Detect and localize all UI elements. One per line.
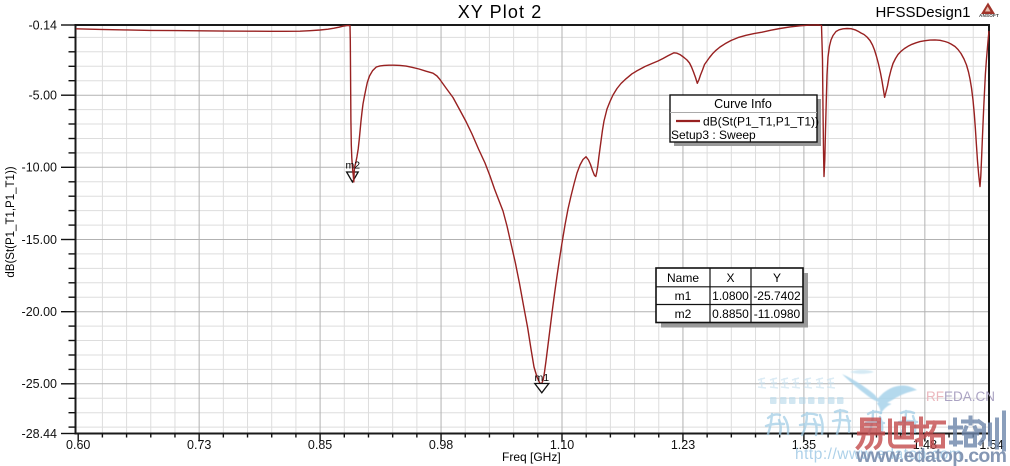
svg-text:0.73: 0.73 (187, 438, 211, 452)
svg-text:m2: m2 (346, 160, 361, 172)
svg-text:dB(St(P1_T1,P1_T1)): dB(St(P1_T1,P1_T1)) (5, 166, 17, 277)
svg-text:XY Plot 2: XY Plot 2 (458, 2, 543, 22)
svg-text:-28.44: -28.44 (22, 427, 57, 441)
svg-text:-11.0980: -11.0980 (754, 307, 801, 321)
svg-text:HFSSDesign1: HFSSDesign1 (875, 4, 970, 21)
svg-text:m1: m1 (535, 372, 550, 384)
svg-text:-5.00: -5.00 (29, 89, 58, 103)
svg-text:-15.00: -15.00 (22, 233, 57, 247)
svg-text:-20.00: -20.00 (22, 305, 57, 319)
svg-text:-0.14: -0.14 (29, 18, 58, 32)
svg-text:m2: m2 (675, 307, 692, 321)
svg-text:1.23: 1.23 (671, 438, 695, 452)
svg-text:1.10: 1.10 (550, 438, 574, 452)
svg-text:0.85: 0.85 (308, 438, 332, 452)
svg-text:dB(St(P1_T1,P1_T1)): dB(St(P1_T1,P1_T1)) (703, 115, 819, 129)
svg-text:RFEDA.CN: RFEDA.CN (926, 389, 995, 404)
svg-text:Y: Y (773, 271, 781, 285)
svg-text:1.35: 1.35 (792, 438, 816, 452)
svg-text:http://www.edatop.com: http://www.edatop.com (795, 446, 962, 463)
svg-text:Name: Name (667, 271, 699, 285)
svg-text:ANSOFT: ANSOFT (979, 13, 999, 18)
svg-text:1.0800: 1.0800 (712, 289, 749, 303)
svg-text:X: X (726, 271, 734, 285)
svg-text:m1: m1 (675, 289, 692, 303)
svg-text:0.60: 0.60 (66, 438, 90, 452)
svg-text:0.8850: 0.8850 (712, 307, 749, 321)
svg-text:-10.00: -10.00 (22, 161, 57, 175)
svg-text:www.edatop.com: www.edatop.com (855, 445, 1007, 466)
svg-text:0.98: 0.98 (429, 438, 453, 452)
svg-text:Freq [GHz]: Freq [GHz] (502, 450, 561, 464)
svg-text:Setup3 : Sweep: Setup3 : Sweep (671, 128, 756, 142)
svg-text:-25.00: -25.00 (22, 377, 57, 391)
svg-text:Curve Info: Curve Info (714, 97, 772, 111)
svg-text:-25.7402: -25.7402 (753, 289, 801, 303)
